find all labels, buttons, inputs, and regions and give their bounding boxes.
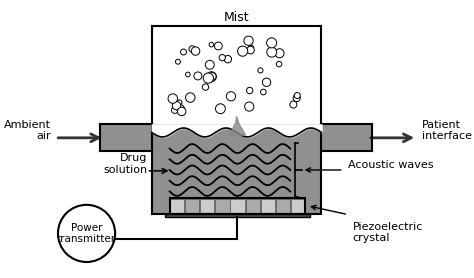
Circle shape: [202, 84, 209, 90]
Circle shape: [261, 89, 266, 95]
Circle shape: [219, 54, 226, 61]
Circle shape: [168, 94, 178, 103]
Bar: [200, 198, 214, 213]
Circle shape: [247, 46, 254, 54]
Text: Patient
interface: Patient interface: [421, 120, 472, 142]
Circle shape: [237, 46, 248, 56]
Circle shape: [185, 72, 190, 77]
Circle shape: [275, 49, 284, 58]
Circle shape: [209, 73, 216, 80]
Bar: [230, 198, 245, 213]
Circle shape: [181, 49, 186, 55]
Circle shape: [214, 42, 222, 50]
Circle shape: [203, 73, 213, 83]
Circle shape: [258, 68, 263, 73]
Circle shape: [177, 105, 184, 113]
Circle shape: [185, 93, 195, 102]
Polygon shape: [229, 116, 246, 135]
Bar: [170, 198, 184, 213]
Circle shape: [290, 101, 297, 108]
Circle shape: [245, 102, 254, 111]
Bar: [185, 198, 200, 213]
Circle shape: [224, 55, 232, 63]
Text: Power
transmitter: Power transmitter: [57, 223, 116, 244]
Bar: [165, 214, 310, 217]
Circle shape: [266, 38, 277, 48]
Circle shape: [177, 100, 182, 105]
Circle shape: [191, 47, 200, 55]
Circle shape: [216, 104, 225, 114]
Circle shape: [173, 101, 181, 110]
Bar: [261, 198, 275, 213]
Bar: [215, 198, 229, 213]
Bar: [276, 198, 290, 213]
Circle shape: [189, 46, 195, 52]
Text: Acoustic waves: Acoustic waves: [348, 160, 434, 170]
Circle shape: [244, 36, 253, 45]
Circle shape: [267, 47, 277, 57]
Bar: [170, 198, 305, 214]
Circle shape: [177, 107, 186, 116]
Circle shape: [263, 78, 271, 86]
Circle shape: [227, 92, 236, 101]
Circle shape: [58, 205, 115, 262]
Circle shape: [175, 59, 181, 64]
Circle shape: [209, 42, 214, 47]
Text: Ambient
air: Ambient air: [4, 120, 51, 142]
Text: Drug
solution: Drug solution: [103, 153, 147, 175]
Text: Piezoelectric
crystal: Piezoelectric crystal: [353, 222, 423, 244]
Bar: [100, 125, 152, 151]
Bar: [291, 198, 305, 213]
Text: Mist: Mist: [224, 11, 249, 24]
Circle shape: [246, 87, 253, 94]
Circle shape: [205, 60, 214, 69]
Circle shape: [294, 93, 300, 98]
Bar: [321, 125, 373, 151]
Bar: [246, 198, 260, 213]
Circle shape: [293, 95, 301, 101]
Bar: [152, 26, 321, 125]
Bar: [152, 125, 321, 214]
Circle shape: [248, 45, 254, 50]
Circle shape: [172, 107, 178, 113]
Circle shape: [194, 72, 202, 80]
Circle shape: [206, 72, 216, 82]
Circle shape: [276, 61, 282, 67]
